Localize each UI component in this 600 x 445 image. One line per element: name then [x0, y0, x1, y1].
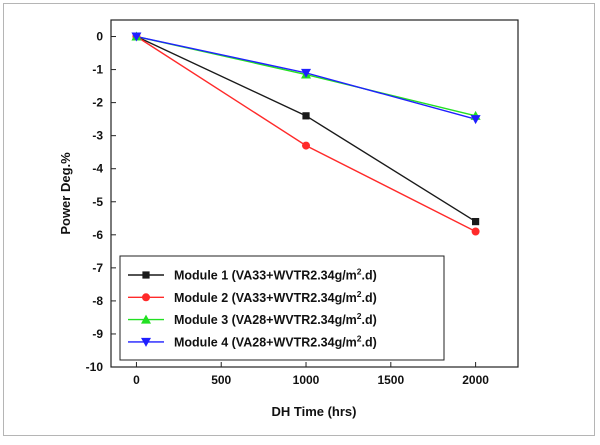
data-point-module-4 — [131, 32, 142, 42]
legend-marker-module-3 — [141, 314, 151, 324]
y-tick-label: -2 — [92, 96, 103, 110]
legend-marker-module-1 — [142, 271, 150, 279]
y-tick-label: -1 — [92, 63, 103, 77]
y-tick-label: -3 — [92, 129, 103, 143]
data-point-module-2 — [471, 227, 480, 236]
legend-marker-module-2 — [142, 293, 150, 302]
x-tick-label: 500 — [211, 373, 231, 387]
figure-frame: 0 500 1000 1500 2000 0 -1 -2 -3 -4 -5 -6 -7 -8 -9 -10 D… — [3, 3, 595, 436]
y-tick-label: -7 — [92, 261, 103, 275]
data-point-module-1 — [302, 112, 310, 120]
data-point-module-2 — [302, 141, 311, 150]
y-tick-label: -8 — [92, 294, 103, 308]
power-degradation-chart: 0 500 1000 1500 2000 0 -1 -2 -3 -4 -5 -6 -7 -8 -9 -10 D… — [58, 19, 519, 419]
plot-area — [110, 19, 519, 368]
y-tick-label: 0 — [96, 30, 103, 44]
x-tick-label: 0 — [133, 373, 140, 387]
y-tick-label: -4 — [92, 162, 103, 176]
y-axis-title: Power Deg.% — [58, 152, 73, 235]
x-axis-title: DH Time (hrs) — [272, 404, 357, 419]
data-point-module-1 — [472, 217, 480, 226]
data-point-module-4 — [470, 115, 481, 125]
legend: Module 1 (VA33+WVTR2.34g/m2.d) Module 2 (… — [119, 255, 445, 361]
data-point-module-4 — [301, 68, 312, 78]
legend-box — [119, 255, 445, 361]
series-line-module-1 — [136, 35, 476, 223]
x-tick-label: 2000 — [462, 373, 489, 387]
legend-label-module-2: Module 2 (VA33+WVTR2.34g/m2.d) — [174, 289, 377, 305]
y-tick-label: -9 — [92, 327, 103, 341]
y-tick-label: -10 — [86, 360, 104, 374]
legend-label-module-4: Module 4 (VA28+WVTR2.34g/m2.d) — [174, 333, 377, 349]
legend-marker-module-4 — [141, 337, 151, 347]
y-tick-label: -5 — [92, 195, 103, 209]
y-tick-label: -6 — [92, 228, 103, 242]
legend-label-module-1: Module 1 (VA33+WVTR2.34g/m2.d) — [174, 267, 377, 283]
legend-label-module-3: Module 3 (VA28+WVTR2.34g/m2.d) — [174, 311, 377, 327]
x-tick-label: 1500 — [377, 373, 404, 387]
series-line-module-2 — [136, 35, 476, 233]
x-tick-label: 1000 — [293, 373, 320, 387]
